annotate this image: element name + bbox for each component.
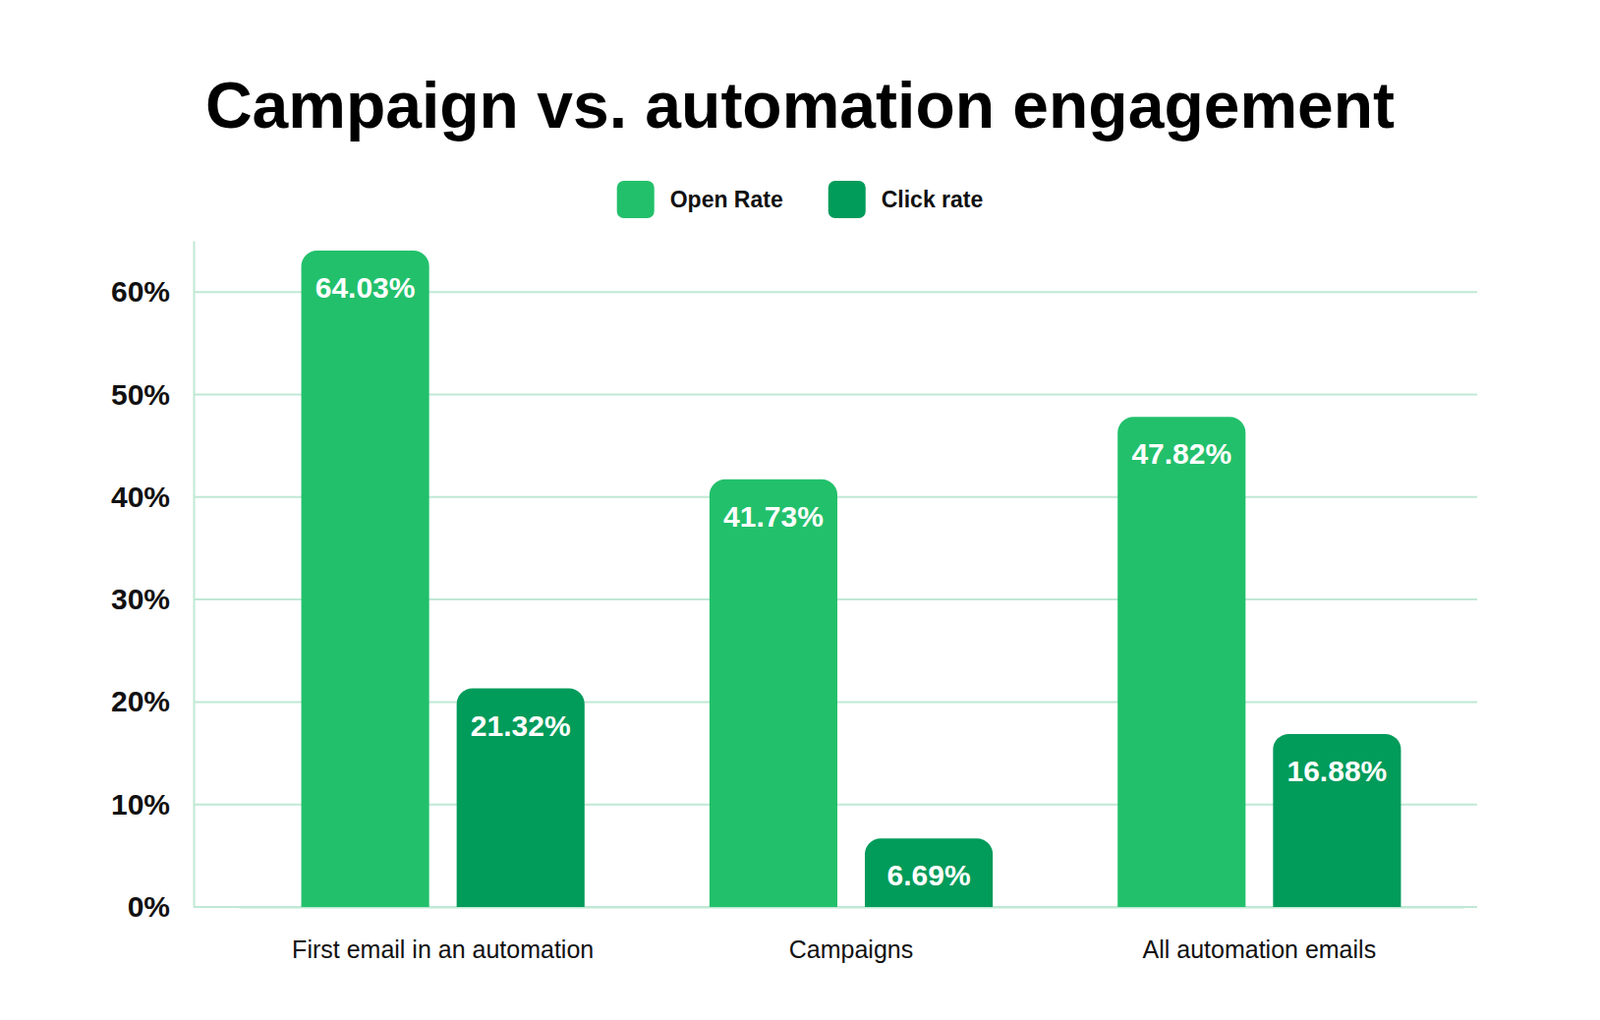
chart: Campaign vs. automation engagement 0% 10% 2… (0, 0, 1600, 1020)
data-label: 41.73% (723, 500, 824, 533)
data-label: 21.32% (470, 709, 572, 743)
y-tick: 30% (111, 582, 194, 616)
bar (457, 688, 585, 908)
bar (1272, 734, 1401, 908)
y-tick: 10% (111, 788, 194, 821)
data-labels: 64.03% 41.73% 47.82% 21.32% 6.69% 16.88% (315, 271, 1388, 892)
legend-label: Open Rate (670, 186, 784, 213)
data-label: 16.88% (1287, 754, 1388, 788)
x-tick: All automation emails (1142, 907, 1377, 964)
y-tick-label: 0% (127, 890, 171, 923)
legend-swatch (828, 180, 866, 219)
x-tick-label: Campaigns (789, 935, 914, 964)
legend: Open Rate Click rate (617, 180, 984, 219)
bars (301, 250, 1402, 908)
y-tick-label: 10% (111, 788, 171, 821)
y-tick: 60% (111, 275, 194, 308)
legend-item: Click rate (828, 180, 984, 219)
data-label: 64.03% (315, 271, 416, 304)
y-tick-label: 20% (111, 685, 171, 718)
y-tick-label: 50% (111, 378, 171, 411)
data-label: 6.69% (887, 858, 972, 892)
data-label: 47.82% (1131, 437, 1232, 470)
y-tick-label: 30% (111, 582, 171, 616)
y-tick: 50% (111, 378, 194, 411)
y-tick: 0% (127, 890, 194, 923)
bar (1117, 416, 1246, 908)
y-tick: 40% (111, 480, 194, 514)
legend-swatch (617, 180, 655, 219)
x-tick-label: All automation emails (1142, 935, 1377, 964)
legend-item: Open Rate (617, 180, 784, 219)
y-axis-line (193, 241, 196, 909)
y-tick-label: 60% (111, 275, 171, 308)
y-axis: 0% 10% 20% 30% 40% 50% 60% (111, 241, 195, 924)
y-tick: 20% (111, 685, 194, 718)
y-tick-label: 40% (111, 480, 171, 514)
x-tick-label: First email in an automation (291, 935, 594, 964)
x-tick: First email in an automation (291, 907, 594, 964)
bar (864, 838, 993, 908)
x-tick: Campaigns (789, 907, 914, 964)
bar (709, 479, 838, 908)
bar (301, 250, 430, 908)
title: Campaign vs. automation engagement (205, 68, 1395, 142)
legend-label: Click rate (881, 186, 984, 213)
x-axis: First email in an automation Campaigns All… (239, 907, 1465, 964)
